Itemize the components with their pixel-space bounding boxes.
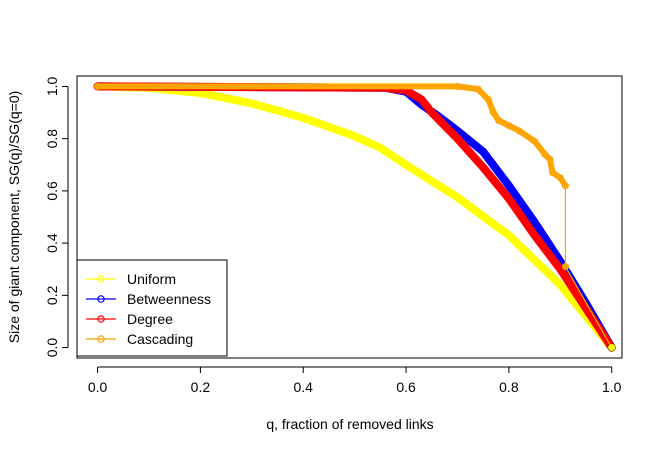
y-tick-label: 0.6 [44,181,60,201]
legend-label-degree: Degree [127,311,173,327]
axes-layer: 0.0 0.2 0.4 0.6 0.8 1.0 0.0 0.2 0.4 0.6 0.8 1.0 [44,77,622,395]
legend-marker-degree [97,315,105,323]
x-axis-label: q, fraction of removed links [266,416,433,432]
series-point-cascading [515,127,523,135]
y-tick-label: 0.0 [44,338,60,358]
x-tick-label: 0.6 [396,379,416,395]
series-point-cascading [489,109,497,117]
y-tick-label: 0.8 [44,129,60,149]
legend-label-betweenness: Betweenness [127,291,211,307]
series-point-cascading [546,156,554,164]
series-layer [93,82,616,352]
x-tick-label: 0.0 [88,379,108,395]
legend-marker-cascading [97,335,105,343]
y-tick-label: 0.2 [44,285,60,305]
series-point-cascading [561,182,569,190]
x-tick-label: 0.8 [499,379,519,395]
series-line-degree [93,82,616,352]
legend-label-uniform: Uniform [127,271,176,287]
series-point-cascading [495,116,503,124]
legend: Uniform Betweenness Degree Cascading [76,259,228,357]
series-point-cascading [531,137,539,145]
series-point-cascading [505,122,513,130]
series-point-cascading [549,169,557,177]
x-tick-label: 0.4 [293,379,313,395]
x-tick-label: 0.2 [191,379,211,395]
x-tick-label: 1.0 [602,379,622,395]
y-axis-label: Size of giant component, SG(q)/SG(q=0) [6,91,22,344]
y-tick-label: 0.4 [44,233,60,253]
series-point-cascading [484,96,492,103]
series-line-uniform [93,82,616,352]
series-point-cascading [453,82,461,90]
series-point-cascading [561,263,569,271]
series-point-cascading [474,85,482,93]
y-tick-label: 1.0 [44,77,60,97]
legend-label-cascading: Cascading [127,331,193,347]
series-point-cascading [94,82,102,90]
series-point-cascading [556,174,564,182]
plot-frame [76,75,623,359]
legend-marker-uniform [97,275,105,283]
legend-marker-betweenness [97,295,105,303]
series-point-uniform [608,344,616,352]
series-point-cascading [541,150,549,158]
